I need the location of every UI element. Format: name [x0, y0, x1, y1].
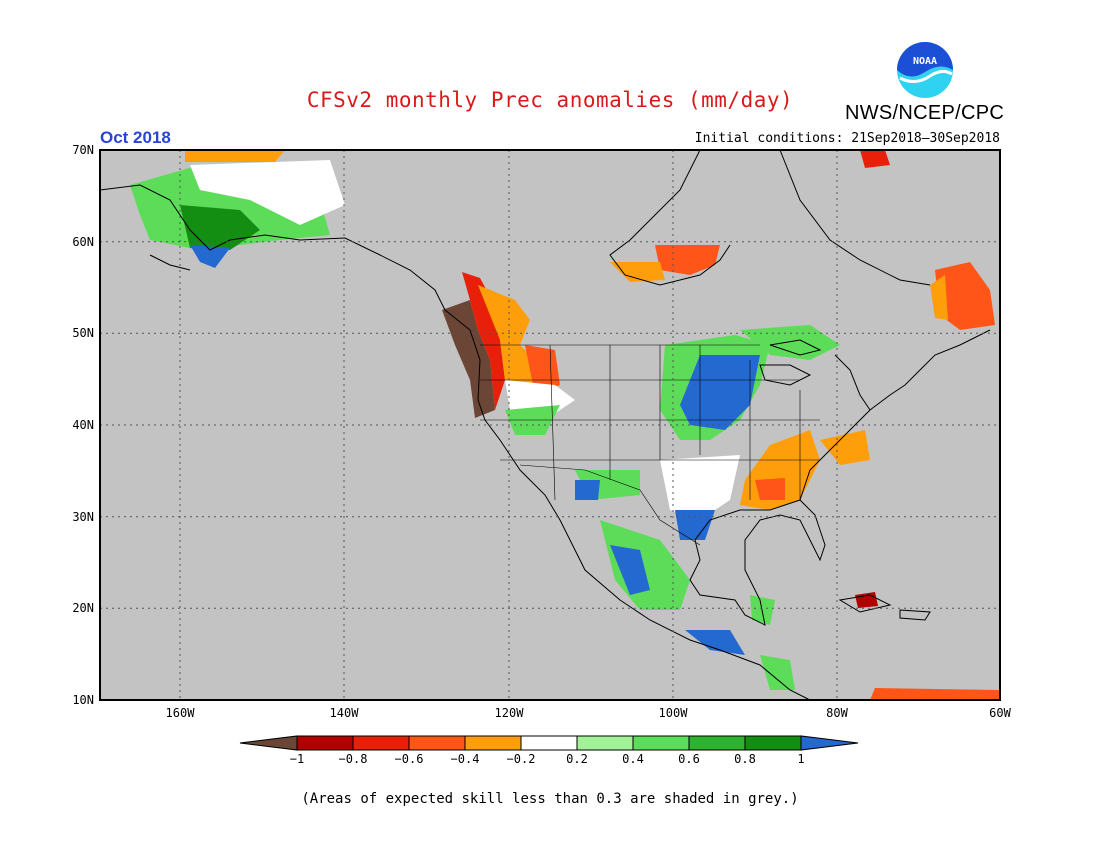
patch-yukon-white — [190, 160, 345, 225]
patch-central-america-green — [760, 655, 795, 690]
legend-tick: −0.6 — [395, 752, 424, 766]
gulf-coast — [689, 499, 826, 626]
map-title: CFSv2 monthly Prec anomalies (mm/day) — [306, 88, 794, 112]
patch-arctic-orange — [185, 150, 285, 162]
lon-label: 140W — [330, 706, 360, 720]
lat-label: 30N — [72, 510, 94, 524]
legend-swatch — [352, 735, 410, 751]
legend-tick: −0.8 — [339, 752, 368, 766]
map-frame — [99, 149, 1001, 701]
legend-tick: 0.6 — [678, 752, 700, 766]
patch-alaska-blue — [190, 245, 230, 268]
patch-ontario-orange — [610, 262, 665, 282]
lon-label: 120W — [495, 706, 525, 720]
legend-tick-labels: −1 −0.8 −0.6 −0.4 −0.2 0.2 0.4 0.6 0.8 1 — [290, 752, 805, 766]
initial-conditions-label: Initial conditions: 21Sep2018–30Sep2018 — [694, 131, 1000, 146]
legend-swatch — [408, 735, 466, 751]
patch-venezuela-red — [870, 688, 1000, 700]
lon-label: 160W — [166, 706, 196, 720]
legend-tick: 0.2 — [566, 752, 588, 766]
patch-arizona-blue — [575, 480, 600, 500]
legend-swatch — [632, 735, 690, 751]
patch-carolina-orange — [820, 430, 870, 465]
lat-label: 50N — [72, 326, 94, 340]
patch-alabama-red — [755, 478, 785, 500]
state-lines-horizontal — [480, 379, 820, 461]
legend-swatch — [744, 735, 802, 751]
legend-swatch — [296, 735, 354, 751]
lat-label: 40N — [72, 418, 94, 432]
skill-footnote: (Areas of expected skill less than 0.3 a… — [301, 791, 799, 807]
noaa-logo-text: NOAA — [913, 56, 937, 67]
state-lines-vertical — [549, 344, 801, 501]
graticule — [100, 150, 1000, 700]
lon-axis-labels: 160W 140W 120W 100W 80W 60W — [166, 706, 1012, 720]
legend-tick: −0.4 — [451, 752, 480, 766]
color-legend — [239, 735, 859, 751]
patch-texas-white — [660, 455, 740, 520]
labrador-coast — [779, 149, 931, 286]
hudson-bay — [609, 149, 731, 286]
aleutians — [149, 254, 191, 271]
lon-label: 80W — [826, 706, 848, 720]
lon-label: 100W — [659, 706, 689, 720]
lat-label: 70N — [72, 143, 94, 157]
target-month-label: Oct 2018 — [100, 128, 171, 147]
noaa-logo: NOAA — [897, 42, 953, 98]
lat-axis-labels: 70N 60N 50N 40N 30N 20N 10N — [72, 143, 94, 707]
lake-superior — [769, 339, 822, 356]
new-england-coast — [834, 354, 871, 411]
hispaniola — [899, 609, 931, 621]
patch-pnw-red — [462, 272, 505, 410]
legend-swatch-above — [800, 735, 859, 751]
patch-labrador-orange — [930, 275, 948, 320]
patch-pnw-dry — [442, 300, 495, 418]
patch-labrador-red — [935, 262, 995, 330]
legend-swatch — [464, 735, 522, 751]
legend-swatch — [688, 735, 746, 751]
patch-mexico-blue — [610, 545, 650, 595]
legend-tick: 0.8 — [734, 752, 756, 766]
patch-texas-blue — [675, 510, 715, 540]
patch-mexico-green — [600, 520, 690, 610]
patch-ontario-red — [655, 245, 720, 275]
lat-label: 60N — [72, 235, 94, 249]
lon-label: 60W — [989, 706, 1011, 720]
cuba — [838, 594, 892, 613]
patch-mexico-south-blue — [685, 630, 745, 655]
lat-label: 20N — [72, 601, 94, 615]
legend-tick: −1 — [290, 752, 304, 766]
legend-tick: −0.2 — [507, 752, 536, 766]
legend-swatch — [520, 735, 578, 751]
legend-swatch-below — [239, 735, 298, 751]
lat-label: 10N — [72, 693, 94, 707]
legend-tick: 0.4 — [622, 752, 644, 766]
legend-swatch — [576, 735, 634, 751]
legend-tick: 1 — [797, 752, 804, 766]
atlantic-coast — [799, 329, 991, 501]
organization-label: NWS/NCEP/CPC — [845, 102, 1005, 124]
patch-greenland-red — [860, 150, 890, 168]
